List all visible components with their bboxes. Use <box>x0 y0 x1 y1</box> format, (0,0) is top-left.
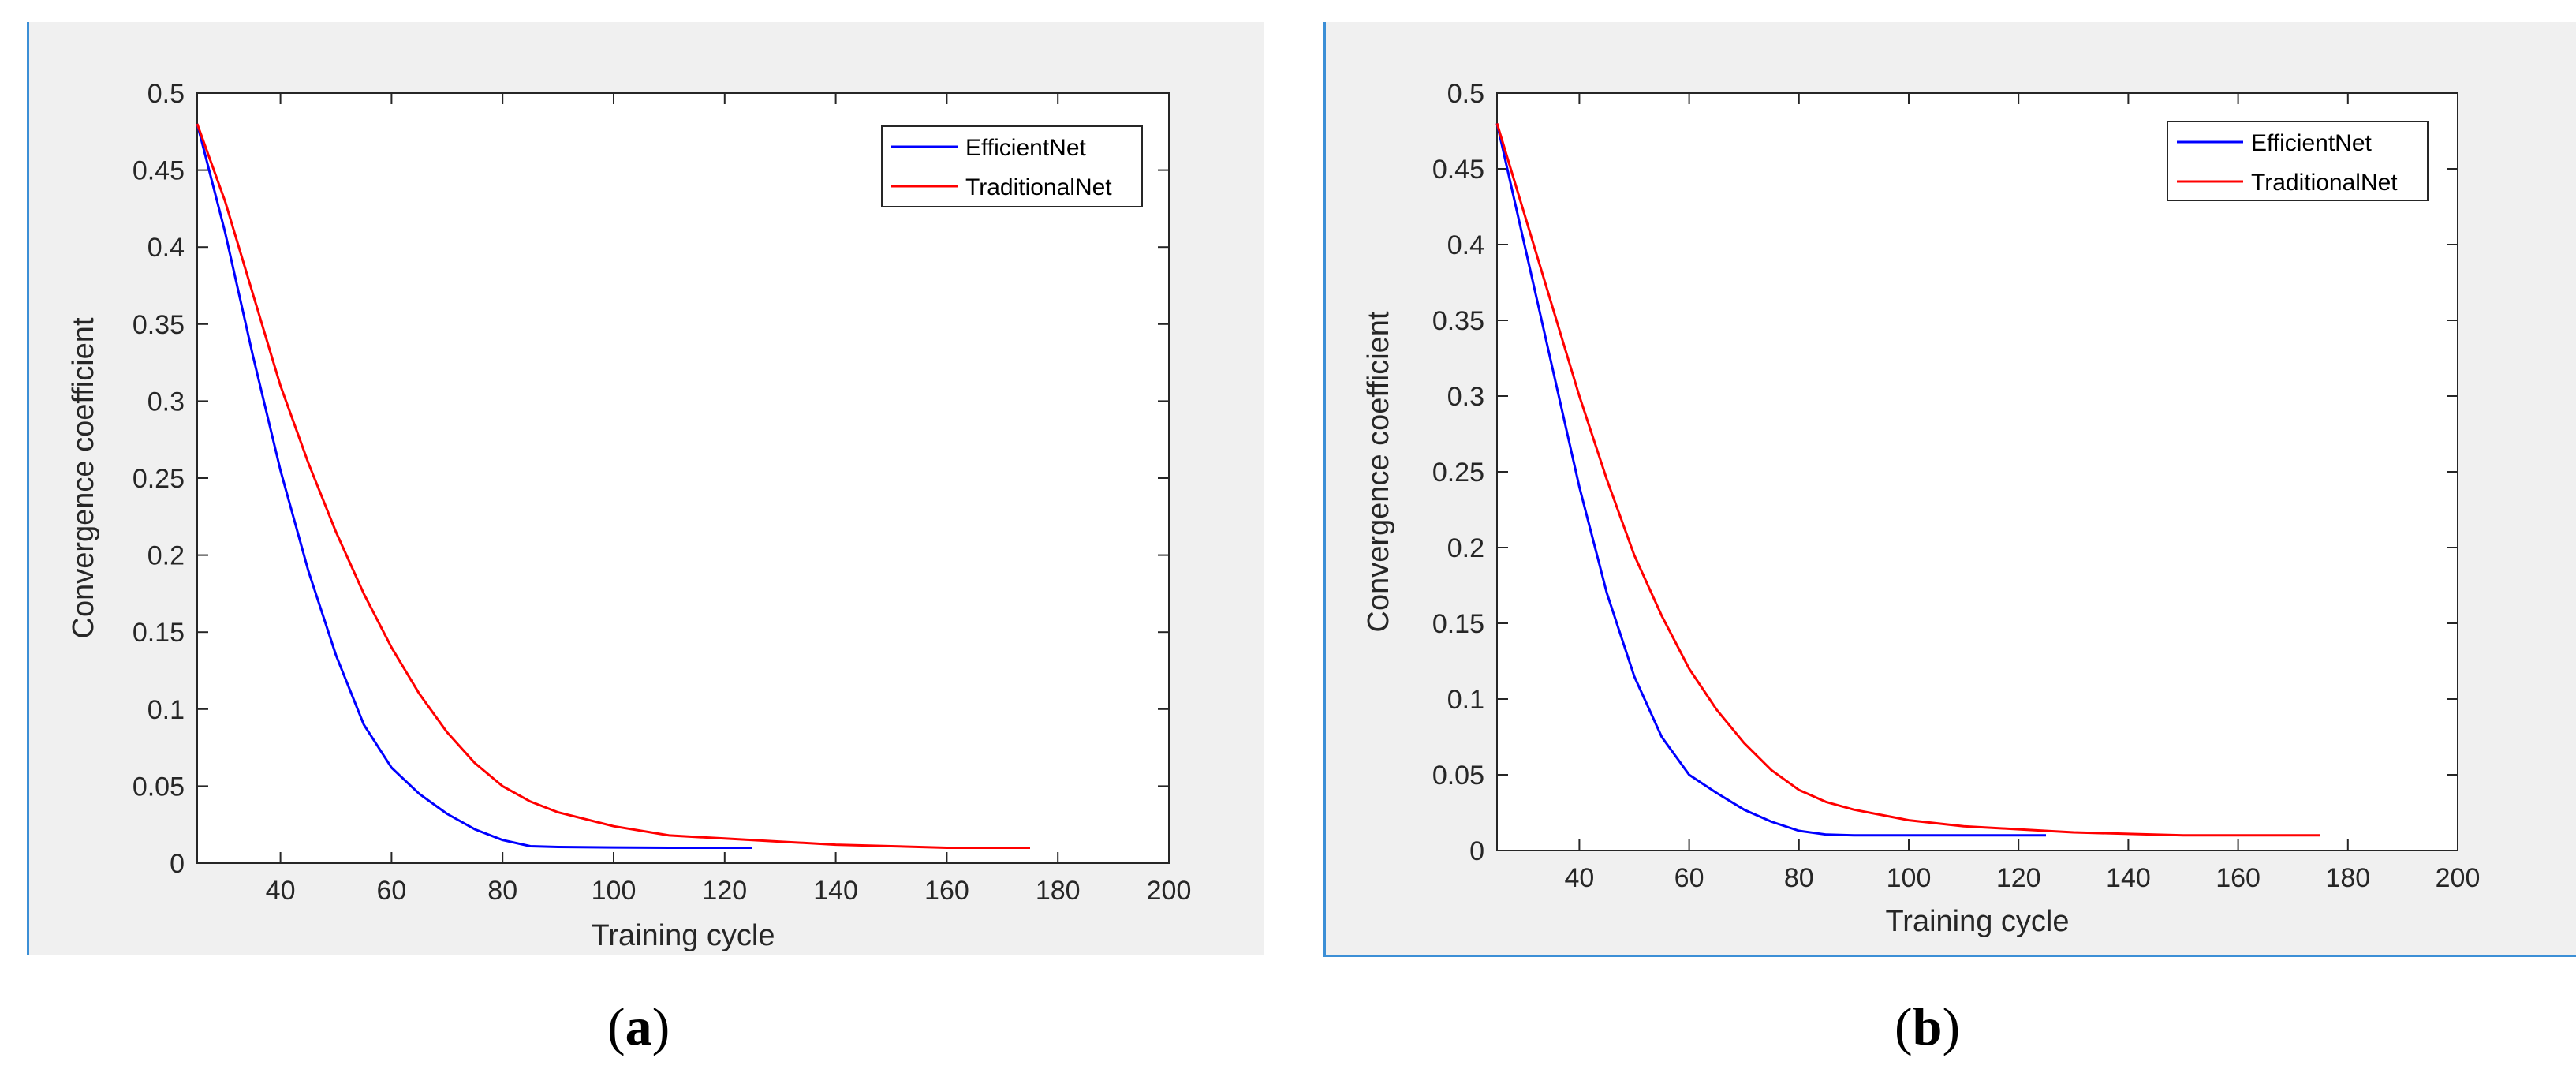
y-tick-label: 0.1 <box>147 695 185 725</box>
x-tick-label: 180 <box>2325 863 2370 893</box>
x-axis-label: Training cycle <box>591 919 775 952</box>
y-tick-label: 0.3 <box>1447 382 1484 412</box>
plot-area <box>1496 92 2458 851</box>
panel-label-b-letter: b <box>1912 996 1943 1056</box>
plot-area <box>196 92 1170 864</box>
y-tick-label: 0.45 <box>1432 155 1484 185</box>
panel-label-b-close: ) <box>1942 996 1961 1056</box>
x-tick-label: 140 <box>2106 863 2151 893</box>
y-axis-label: Convergence coefficient <box>67 317 100 638</box>
y-tick-label: 0 <box>170 849 185 879</box>
y-tick-label: 0.35 <box>1432 306 1484 336</box>
x-tick-label: 100 <box>592 876 637 906</box>
x-tick-label: 200 <box>2436 863 2481 893</box>
series-line-efficientnet <box>1495 123 2046 837</box>
x-tick-label: 60 <box>376 876 406 906</box>
y-tick-label: 0.25 <box>133 464 185 494</box>
y-tick-label: 0.1 <box>1447 685 1484 715</box>
legend-label: TraditionalNet <box>965 174 1112 200</box>
y-tick-label: 0.45 <box>133 156 185 186</box>
panel-label-a-letter: a <box>625 996 652 1056</box>
x-tick-label: 120 <box>1996 863 2041 893</box>
y-tick-label: 0.3 <box>147 387 185 417</box>
y-tick-label: 0.25 <box>1432 458 1484 488</box>
x-tick-label: 40 <box>1564 863 1594 893</box>
x-tick-label: 160 <box>924 876 969 906</box>
y-tick-label: 0.15 <box>1432 609 1484 639</box>
y-tick-label: 0.2 <box>1447 533 1484 563</box>
x-tick-label: 200 <box>1147 876 1192 906</box>
y-tick-label: 0.2 <box>147 541 185 571</box>
x-tick-label: 40 <box>266 876 296 906</box>
x-tick-label: 120 <box>702 876 747 906</box>
y-tick-label: 0.35 <box>133 310 185 340</box>
legend-label: EfficientNet <box>2251 130 2373 156</box>
x-tick-label: 140 <box>813 876 858 906</box>
legend-label: TraditionalNet <box>2251 170 2398 196</box>
series-line-efficientnet <box>196 123 752 849</box>
panel-label-b: (b) <box>1895 996 1960 1058</box>
x-tick-label: 80 <box>1784 863 1814 893</box>
y-tick-label: 0.4 <box>1447 230 1484 260</box>
series-line-traditionalnet <box>196 123 1030 849</box>
y-tick-label: 0.5 <box>147 79 185 109</box>
y-tick-label: 0.5 <box>1447 79 1484 109</box>
legend-label: EfficientNet <box>965 135 1087 161</box>
y-axis-label: Convergence coefficient <box>1362 311 1395 632</box>
y-tick-label: 0.05 <box>1432 761 1484 791</box>
x-tick-label: 100 <box>1887 863 1932 893</box>
x-tick-label: 60 <box>1674 863 1704 893</box>
y-tick-label: 0 <box>1469 836 1484 866</box>
x-tick-label: 160 <box>2216 863 2261 893</box>
y-tick-label: 0.15 <box>133 618 185 648</box>
panel-label-a-open: ( <box>607 996 625 1056</box>
panel-label-a-close: ) <box>651 996 670 1056</box>
legend-box <box>2167 121 2429 201</box>
x-tick-label: 80 <box>487 876 517 906</box>
panel-label-b-open: ( <box>1895 996 1913 1056</box>
x-tick-label: 180 <box>1036 876 1081 906</box>
series-line-traditionalnet <box>1495 122 2320 837</box>
panel-label-a: (a) <box>607 996 670 1058</box>
legend-box <box>881 125 1143 207</box>
x-axis-label: Training cycle <box>1885 905 2069 938</box>
y-tick-label: 0.05 <box>133 772 185 802</box>
y-tick-label: 0.4 <box>147 233 185 263</box>
